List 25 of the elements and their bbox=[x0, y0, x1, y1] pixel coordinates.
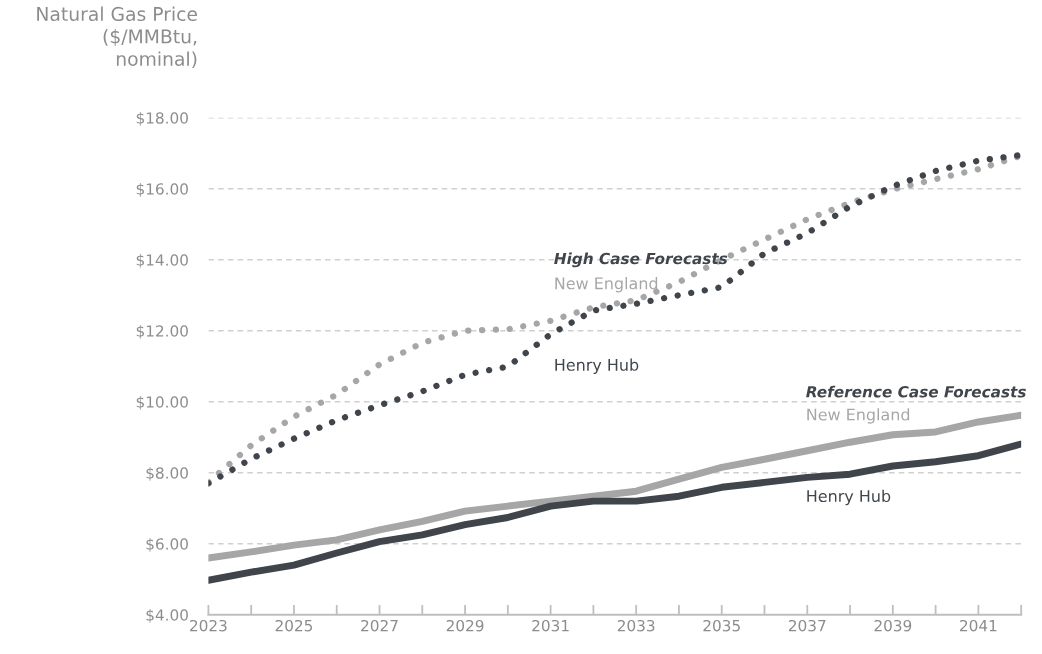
y-tick-label: $18.00 bbox=[136, 111, 188, 126]
series-label: Henry Hub bbox=[555, 358, 639, 374]
series-label: New England bbox=[555, 277, 658, 293]
y-tick-label: $12.00 bbox=[136, 324, 188, 339]
y-tick-label: $14.00 bbox=[136, 253, 188, 268]
x-tick-label: 2037 bbox=[788, 619, 826, 632]
series-label: Henry Hub bbox=[807, 489, 891, 506]
y-tick-label: $4.00 bbox=[146, 608, 188, 623]
x-tick-label: 2031 bbox=[532, 619, 569, 632]
annotation: High Case Forecasts bbox=[554, 252, 728, 268]
x-tick-label: 2039 bbox=[874, 619, 912, 632]
y-tick-label: $8.00 bbox=[146, 466, 188, 481]
series-label: New England bbox=[807, 408, 910, 424]
x-tick-label: 2041 bbox=[960, 619, 997, 632]
annotation: Reference Case Forecasts bbox=[806, 385, 1026, 398]
x-tick-label: 2029 bbox=[446, 619, 484, 632]
y-axis-title: Natural Gas Price ($/MMBtu, nominal) bbox=[37, 6, 197, 69]
x-tick-label: 2027 bbox=[361, 619, 398, 632]
x-tick-label: 2035 bbox=[703, 619, 740, 632]
y-tick-label: $16.00 bbox=[136, 182, 188, 197]
y-tick-label: $10.00 bbox=[136, 395, 188, 410]
x-tick-label: 2023 bbox=[190, 619, 227, 632]
y-tick-label: $6.00 bbox=[146, 537, 188, 552]
x-tick-label: 2025 bbox=[275, 619, 313, 632]
x-tick-label: 2033 bbox=[617, 619, 655, 632]
